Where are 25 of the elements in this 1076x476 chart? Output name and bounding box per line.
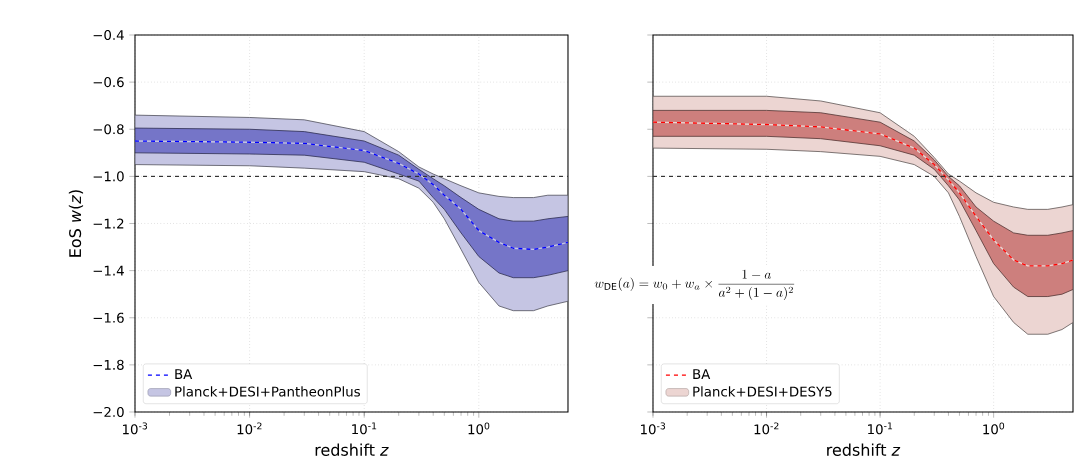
annotation: $w_{\mathrm{DE}}(a) = w_0 + w_a \times \frac{1-a}{a^2+(1-a)^2}$ [594,269,795,301]
y-tick-label: −1.4 [93,265,124,276]
y-tick-label: −1.2 [93,218,124,229]
y-axis-title: EoS w(z) [68,190,84,257]
y-tick-label: −2.0 [93,406,124,418]
legend-label: BA [175,369,193,379]
legend-label: Planck+DESI+DESY5 [693,386,832,397]
y-tick-label: −0.8 [93,124,124,135]
x-axis-title: redshift z [315,443,389,456]
x-tick-label: 10$^{-1}$ [868,422,893,435]
y-tick-label: −1.0 [93,171,124,182]
x-tick-label: 10$^{-1}$ [352,422,377,435]
x-tick-label: 10$^{0}$ [468,422,490,435]
x-tick-label: 10$^{-2}$ [237,422,262,435]
legend-label: Planck+DESI+PantheonPlus [175,386,360,397]
y-tick-label: −0.6 [93,77,124,88]
y-tick-label: −1.8 [93,359,124,370]
x-tick-label: 10$^{-3}$ [640,422,666,435]
legend-label: BA [693,369,711,379]
x-tick-label: 10$^{-2}$ [754,422,779,435]
y-tick-label: −1.6 [93,312,124,323]
x-tick-label: 10$^{-3}$ [122,422,148,435]
x-axis-title: redshift z [827,443,901,456]
y-tick-label: −0.4 [93,29,124,41]
x-tick-label: 10$^{0}$ [983,422,1005,435]
